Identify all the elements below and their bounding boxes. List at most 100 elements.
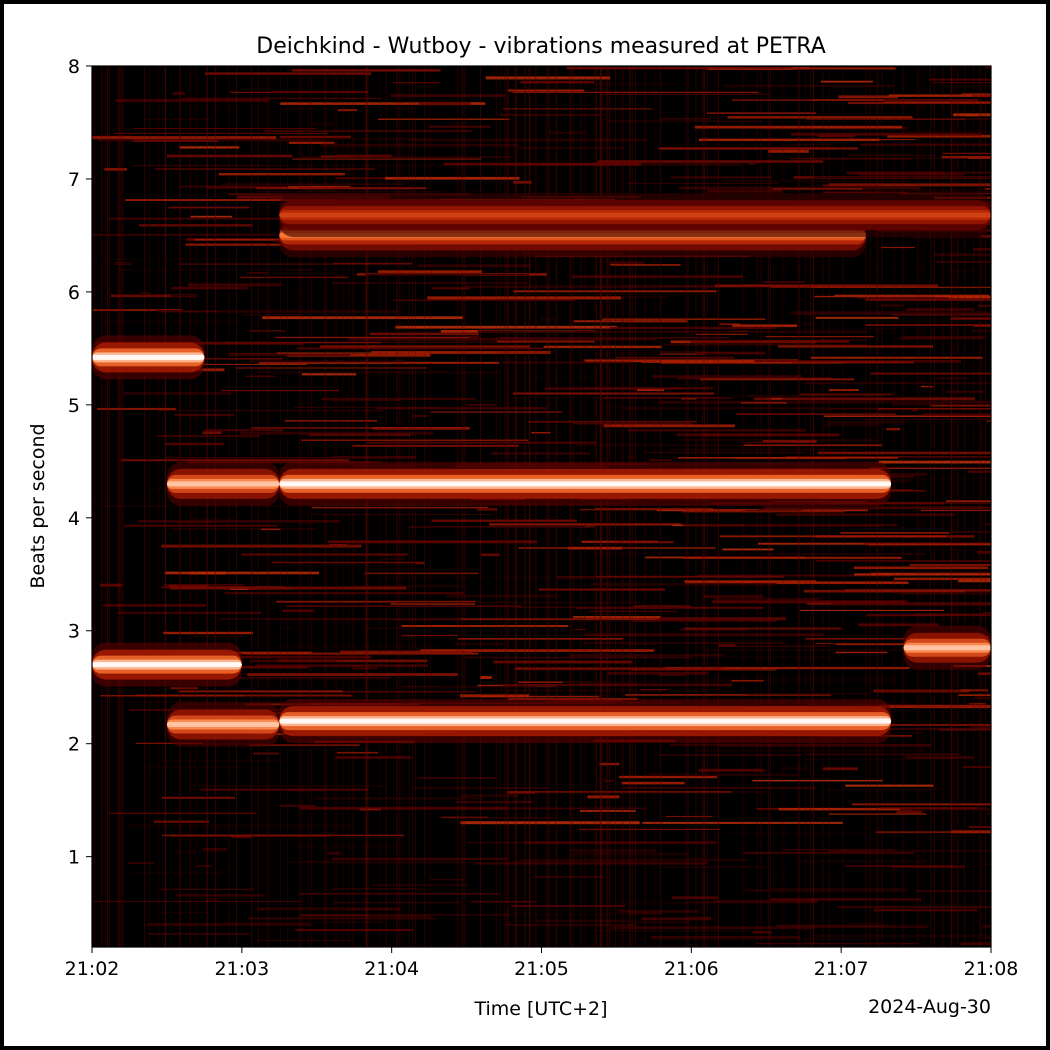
heatmap-noise-cell bbox=[155, 168, 376, 170]
heatmap-noise-cell bbox=[390, 94, 506, 97]
heatmap-noise-cell bbox=[701, 433, 840, 437]
heatmap-noise-cell bbox=[446, 594, 558, 598]
heatmap-band bbox=[92, 662, 242, 668]
heatmap-streak bbox=[412, 66, 414, 947]
heatmap-noise-cell bbox=[946, 500, 991, 502]
heatmap-noise-cell bbox=[432, 287, 470, 290]
heatmap-noise-cell bbox=[267, 165, 500, 167]
heatmap-streak bbox=[367, 66, 369, 947]
heatmap-noise-cell bbox=[409, 138, 648, 142]
heatmap-noise-cell bbox=[333, 405, 571, 408]
heatmap-streak bbox=[695, 66, 697, 947]
heatmap-noise-cell bbox=[132, 139, 218, 142]
heatmap-streak bbox=[952, 66, 954, 947]
heatmap-noise-cell bbox=[905, 756, 974, 759]
heatmap-noise-cell bbox=[138, 520, 341, 523]
heatmap-noise-cell bbox=[915, 890, 991, 892]
heatmap-streak bbox=[628, 66, 630, 947]
heatmap-noise-cell bbox=[724, 395, 903, 398]
heatmap-streak bbox=[601, 66, 603, 947]
heatmap-streak bbox=[964, 66, 966, 947]
heatmap-noise-cell bbox=[328, 540, 538, 544]
heatmap-noise-cell bbox=[802, 323, 813, 326]
heatmap-noise-cell bbox=[740, 402, 787, 404]
heatmap-noise-cell bbox=[190, 215, 232, 218]
heatmap-noise-cell bbox=[931, 82, 991, 84]
heatmap-noise-cell bbox=[298, 187, 412, 190]
heatmap-noise-cell bbox=[518, 547, 716, 549]
heatmap-noise-cell bbox=[479, 912, 629, 915]
heatmap-band bbox=[279, 718, 892, 724]
heatmap-streak bbox=[606, 66, 608, 947]
heatmap-noise-cell bbox=[627, 182, 779, 185]
heatmap-noise-cell bbox=[333, 901, 462, 904]
heatmap-noise-cell bbox=[666, 330, 868, 333]
heatmap-noise-cell bbox=[671, 176, 772, 179]
heatmap-noise-cell bbox=[256, 939, 353, 942]
heatmap-noise-cell bbox=[502, 361, 630, 364]
chart-title: Deichkind - Wutboy - vibrations measured… bbox=[256, 34, 826, 59]
heatmap-noise-cell bbox=[847, 332, 991, 334]
heatmap-noise-cell bbox=[611, 926, 814, 930]
heatmap-noise-cell bbox=[980, 235, 991, 238]
heatmap-noise-cell bbox=[853, 566, 989, 570]
heatmap-noise-cell bbox=[546, 830, 609, 832]
heatmap-noise-cell bbox=[858, 623, 939, 627]
heatmap-noise-cell bbox=[194, 635, 243, 637]
heatmap-noise-cell bbox=[179, 146, 240, 149]
heatmap-noise-cell bbox=[368, 913, 510, 916]
heatmap-noise-cell bbox=[772, 188, 863, 190]
heatmap-noise-cell bbox=[327, 852, 342, 855]
heatmap-streak bbox=[685, 66, 687, 947]
heatmap-streak bbox=[366, 66, 368, 947]
heatmap-streak bbox=[336, 66, 338, 947]
heatmap-noise-cell bbox=[881, 304, 903, 307]
heatmap-noise-cell bbox=[170, 687, 199, 690]
heatmap-noise-cell bbox=[295, 929, 413, 932]
heatmap-noise-cell bbox=[246, 272, 269, 274]
heatmap-noise-cell bbox=[778, 807, 913, 811]
heatmap-noise-cell bbox=[605, 120, 762, 122]
heatmap-streak bbox=[342, 66, 344, 947]
heatmap-noise-cell bbox=[587, 552, 754, 554]
heatmap-noise-cell bbox=[169, 834, 330, 837]
heatmap-noise-cell bbox=[864, 418, 991, 421]
heatmap-streak bbox=[123, 66, 124, 947]
heatmap-noise-cell bbox=[584, 642, 786, 644]
heatmap-noise-cell bbox=[489, 523, 682, 526]
heatmap-noise-cell bbox=[732, 324, 798, 328]
heatmap-noise-cell bbox=[187, 283, 282, 287]
heatmap-noise-cell bbox=[393, 619, 602, 621]
heatmap-noise-cell bbox=[249, 330, 285, 332]
heatmap-noise-cell bbox=[331, 282, 529, 284]
heatmap-noise-cell bbox=[873, 689, 970, 693]
heatmap-noise-cell bbox=[296, 347, 543, 350]
heatmap-noise-cell bbox=[543, 345, 662, 349]
heatmap-streak bbox=[869, 66, 871, 947]
heatmap-noise-cell bbox=[239, 431, 433, 435]
heatmap-noise-cell bbox=[208, 563, 416, 566]
heatmap-noise-cell bbox=[929, 78, 991, 81]
heatmap-streak bbox=[546, 66, 548, 947]
heatmap-noise-cell bbox=[812, 176, 991, 179]
heatmap-noise-cell bbox=[644, 452, 805, 454]
heatmap-noise-cell bbox=[517, 606, 680, 608]
heatmap-noise-cell bbox=[401, 625, 569, 627]
y-tick-label: 3 bbox=[68, 621, 80, 643]
heatmap-noise-cell bbox=[878, 460, 991, 464]
heatmap-streak bbox=[893, 66, 895, 947]
heatmap-noise-cell bbox=[100, 505, 295, 507]
heatmap-noise-cell bbox=[939, 728, 991, 731]
heatmap-noise-cell bbox=[572, 616, 661, 618]
heatmap-noise-cell bbox=[947, 434, 991, 438]
heatmap-streak bbox=[464, 66, 466, 947]
heatmap-noise-cell bbox=[870, 372, 991, 375]
heatmap-noise-cell bbox=[539, 317, 556, 321]
x-tick-label: 21:07 bbox=[814, 958, 869, 980]
heatmap-noise-cell bbox=[162, 796, 236, 799]
heatmap-noise-cell bbox=[625, 642, 656, 645]
heatmap-noise-cell bbox=[188, 571, 226, 575]
heatmap-noise-cell bbox=[987, 812, 991, 815]
heatmap-noise-cell bbox=[750, 139, 916, 141]
heatmap-noise-cell bbox=[396, 602, 644, 604]
